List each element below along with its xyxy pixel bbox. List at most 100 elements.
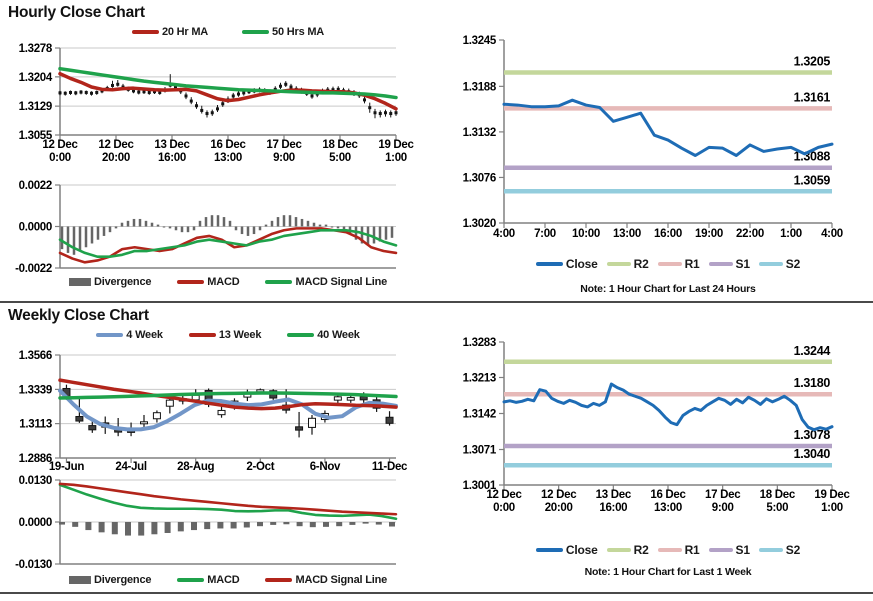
svg-text:22:00: 22:00 xyxy=(736,228,764,240)
svg-text:10:00: 10:00 xyxy=(572,228,600,240)
svg-text:4:00: 4:00 xyxy=(821,228,843,240)
svg-text:13 Dec: 13 Dec xyxy=(154,139,190,151)
svg-text:7:00: 7:00 xyxy=(534,228,556,240)
divergence-swatch xyxy=(68,576,91,584)
svg-text:1.3113: 1.3113 xyxy=(19,419,52,431)
legend-item-macd-signal: MACD Signal Line xyxy=(265,574,387,586)
close-swatch xyxy=(535,262,563,266)
legend-label: 50 Hrs MA xyxy=(272,26,325,38)
svg-text:16:00: 16:00 xyxy=(599,502,627,514)
svg-text:1:00: 1:00 xyxy=(780,228,802,240)
svg-text:5:00: 5:00 xyxy=(766,502,788,514)
svg-text:13:00: 13:00 xyxy=(613,228,641,240)
hourly-pivot-note: Note: 1 Hour Chart for Last 24 Hours xyxy=(580,283,756,295)
svg-text:12 Dec: 12 Dec xyxy=(541,489,577,501)
svg-text:-0.0130: -0.0130 xyxy=(15,559,52,571)
close-swatch xyxy=(535,548,563,552)
legend-item-s1: S1 xyxy=(708,257,750,271)
legend-item-macd-signal: MACD Signal Line xyxy=(265,276,387,288)
svg-text:1.3205: 1.3205 xyxy=(794,55,831,69)
svg-text:19:00: 19:00 xyxy=(695,228,723,240)
svg-text:9:00: 9:00 xyxy=(273,152,295,164)
svg-text:1.3283: 1.3283 xyxy=(463,337,496,349)
legend-label: 13 Week xyxy=(218,329,262,341)
legend-label: S1 xyxy=(735,543,750,557)
legend-label: R1 xyxy=(684,543,700,557)
legend-item-divergence: Divergence xyxy=(68,574,152,586)
hourly-macd-legend: Divergence MACD MACD Signal Line xyxy=(20,276,436,288)
svg-text:0.0000: 0.0000 xyxy=(19,222,52,234)
hourly-macd-plot: 0.0022 0.0000 -0.0022 xyxy=(15,180,398,275)
legend-label: S2 xyxy=(785,543,801,557)
r1-swatch xyxy=(657,262,682,266)
legend-label: R2 xyxy=(633,257,649,271)
legend-item-close: Close xyxy=(535,257,598,271)
svg-text:16 Dec: 16 Dec xyxy=(210,139,246,151)
svg-text:16:00: 16:00 xyxy=(158,152,186,164)
svg-text:1.3040: 1.3040 xyxy=(794,447,831,461)
legend-label: MACD Signal Line xyxy=(295,276,388,288)
legend-label: R2 xyxy=(633,543,649,557)
legend-item-13week: 13 Week xyxy=(188,329,262,341)
svg-text:11-Dec: 11-Dec xyxy=(372,461,408,473)
svg-text:13 Dec: 13 Dec xyxy=(596,489,632,501)
legend-label: Divergence xyxy=(93,276,152,288)
s1-swatch xyxy=(708,262,733,266)
svg-text:0.0130: 0.0130 xyxy=(19,475,52,487)
svg-text:5:00: 5:00 xyxy=(329,152,351,164)
hourly-pivot-legend: Close R2 R1 S1 S2 xyxy=(504,257,832,271)
legend-item-r2: R2 xyxy=(606,543,649,557)
svg-text:28-Aug: 28-Aug xyxy=(177,461,214,473)
svg-text:12 Dec: 12 Dec xyxy=(486,489,522,501)
r2-swatch xyxy=(606,262,631,266)
ma13w-swatch xyxy=(188,333,216,337)
svg-text:1.2886: 1.2886 xyxy=(19,453,52,465)
svg-text:1.3180: 1.3180 xyxy=(794,376,831,390)
svg-text:4:00: 4:00 xyxy=(493,228,515,240)
legend-label: S1 xyxy=(735,257,750,271)
ma4w-swatch xyxy=(96,333,124,337)
svg-text:16 Dec: 16 Dec xyxy=(650,489,686,501)
ma40w-swatch xyxy=(287,333,315,337)
legend-label: Divergence xyxy=(93,574,152,586)
svg-text:9:00: 9:00 xyxy=(712,502,734,514)
svg-text:1.3213: 1.3213 xyxy=(463,372,496,384)
legend-label: S2 xyxy=(785,257,801,271)
svg-text:1.3055: 1.3055 xyxy=(19,130,53,142)
legend-label: MACD Signal Line xyxy=(295,574,388,586)
svg-text:1.3132: 1.3132 xyxy=(463,127,496,139)
svg-text:12 Dec: 12 Dec xyxy=(98,139,134,151)
legend-item-4week: 4 Week xyxy=(96,329,163,341)
svg-text:1.3339: 1.3339 xyxy=(19,384,52,396)
svg-text:1:00: 1:00 xyxy=(821,502,843,514)
s2-swatch xyxy=(758,262,783,266)
svg-text:13:00: 13:00 xyxy=(654,502,682,514)
legend-item-s2: S2 xyxy=(758,543,801,557)
weekly-macd-plot: 0.0130 0.0000 -0.0130 xyxy=(15,475,398,571)
legend-label: Close xyxy=(565,543,598,557)
legend-label: MACD xyxy=(207,276,240,288)
svg-text:17 Dec: 17 Dec xyxy=(266,139,302,151)
legend-label: R1 xyxy=(684,257,700,271)
svg-text:0.0022: 0.0022 xyxy=(19,180,52,192)
svg-text:1.3071: 1.3071 xyxy=(463,445,497,457)
hourly-ma-legend: 20 Hr MA 50 Hrs MA xyxy=(20,26,436,38)
svg-text:1.3245: 1.3245 xyxy=(463,35,497,47)
svg-text:1.3278: 1.3278 xyxy=(19,43,53,55)
svg-text:13:00: 13:00 xyxy=(214,152,242,164)
legend-item-macd: MACD xyxy=(177,276,240,288)
svg-text:1.3076: 1.3076 xyxy=(463,172,496,184)
svg-text:1.3059: 1.3059 xyxy=(794,173,831,187)
svg-text:6-Nov: 6-Nov xyxy=(310,461,341,473)
legend-item-r1: R1 xyxy=(657,257,700,271)
macd-swatch xyxy=(177,578,205,582)
svg-text:1.3188: 1.3188 xyxy=(463,81,497,93)
weekly-macd-legend: Divergence MACD MACD Signal Line xyxy=(20,574,436,586)
svg-text:24-Jul: 24-Jul xyxy=(115,461,147,473)
ma20-swatch xyxy=(131,30,159,34)
svg-text:0:00: 0:00 xyxy=(493,502,515,514)
legend-label: Close xyxy=(565,257,598,271)
